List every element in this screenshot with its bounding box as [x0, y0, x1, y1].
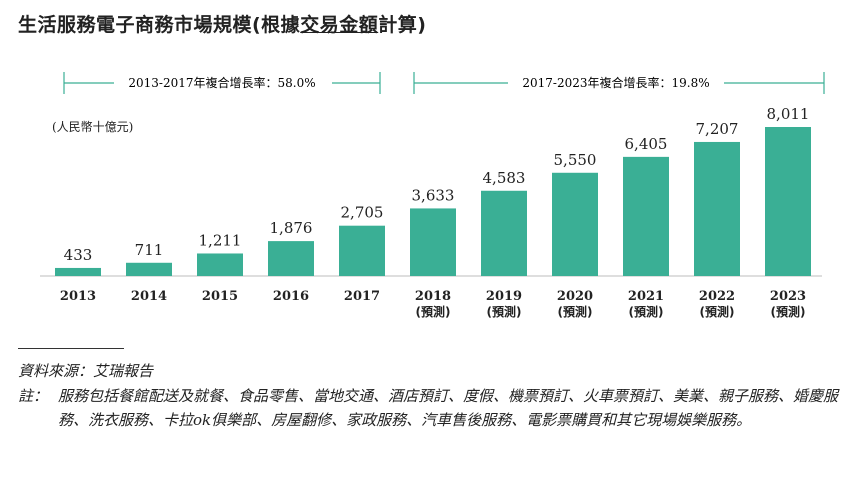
bar-2015 — [197, 253, 243, 276]
category-label-2014: 2014 — [131, 289, 167, 304]
value-label-2018: 3,633 — [412, 186, 455, 204]
forecast-label-2020: (預測) — [558, 304, 593, 319]
bar-2016 — [268, 241, 314, 276]
title-suffix: 計算) — [378, 14, 427, 36]
bar-2014 — [126, 262, 172, 276]
value-label-2017: 2,705 — [341, 204, 384, 222]
category-label-2013: 2013 — [60, 289, 96, 304]
bar-2013 — [55, 267, 101, 276]
forecast-label-2021: (預測) — [629, 304, 664, 319]
bars-group: 433 2013 711 2014 1,211 2015 1,876 2016 2,705 201… — [55, 105, 811, 319]
note: 註： 服務包括餐館配送及就餐、食品零售、當地交通、酒店預訂、度假、機票預訂、火車… — [18, 384, 858, 432]
note-text: 服務包括餐館配送及就餐、食品零售、當地交通、酒店預訂、度假、機票預訂、火車票預訂… — [58, 387, 839, 429]
bar-chart: 2013-2017年複合增長率：58.0% 2017-2023年複合增長率：19… — [40, 72, 825, 319]
cagr-label-1: 2013-2017年複合增長率：58.0% — [128, 75, 315, 90]
cagr-bracket-2017-2023: 2017-2023年複合增長率：19.8% — [413, 72, 825, 94]
category-label-2016: 2016 — [273, 289, 309, 304]
bar-2017 — [339, 225, 385, 276]
category-label-2021: 2021 — [628, 289, 664, 304]
bar-2022 — [694, 141, 740, 276]
value-label-2023: 8,011 — [767, 105, 810, 123]
bar-2023 — [765, 127, 811, 276]
title-prefix: 生活服務電子商務市場規模(根據 — [18, 14, 301, 36]
category-label-2015: 2015 — [202, 289, 238, 304]
page-title: 生活服務電子商務市場規模(根據交易金額計算) — [18, 10, 426, 37]
footnote-divider — [18, 348, 124, 349]
cagr-bracket-2013-2017: 2013-2017年複合增長率：58.0% — [63, 72, 381, 94]
category-label-2017: 2017 — [344, 289, 380, 304]
value-label-2014: 711 — [135, 241, 164, 259]
note-label: 註： — [18, 387, 49, 405]
value-label-2013: 433 — [64, 246, 93, 264]
category-label-2019: 2019 — [486, 289, 522, 304]
category-label-2018: 2018 — [415, 289, 451, 304]
bar-2021 — [623, 156, 669, 276]
source-text: 資料來源：艾瑞報告 — [18, 362, 154, 380]
category-label-2020: 2020 — [557, 289, 593, 304]
value-label-2019: 4,583 — [483, 169, 526, 187]
cagr-label-2: 2017-2023年複合增長率：19.8% — [522, 75, 709, 90]
forecast-label-2019: (預測) — [487, 304, 522, 319]
unit-label: (人民幣十億元) — [52, 120, 134, 134]
value-label-2021: 6,405 — [625, 135, 668, 153]
category-label-2023: 2023 — [770, 289, 806, 304]
title-underlined: 交易金額 — [300, 14, 379, 36]
bar-2019 — [481, 190, 527, 276]
bar-2020 — [552, 172, 598, 276]
forecast-label-2022: (預測) — [700, 304, 735, 319]
forecast-label-2023: (預測) — [771, 304, 806, 319]
value-label-2016: 1,876 — [270, 219, 313, 237]
value-label-2015: 1,211 — [199, 231, 242, 249]
forecast-label-2018: (預測) — [416, 304, 451, 319]
value-label-2020: 5,550 — [554, 151, 597, 169]
bar-2018 — [410, 208, 456, 276]
category-label-2022: 2022 — [699, 289, 735, 304]
value-label-2022: 7,207 — [696, 120, 739, 138]
